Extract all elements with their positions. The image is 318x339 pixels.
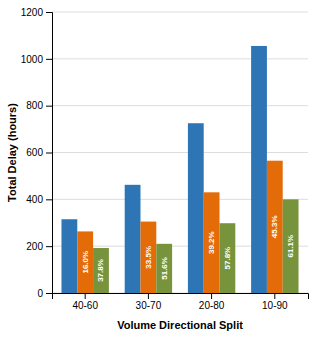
tick-mark	[46, 199, 52, 200]
tick-mark	[46, 293, 52, 294]
tick: 0	[37, 288, 52, 299]
tick-label: 800	[26, 100, 43, 111]
tick-label: 200	[26, 241, 43, 252]
bar	[77, 231, 93, 293]
bar	[251, 46, 267, 293]
tick-label: 30-70	[136, 300, 162, 311]
tick-mark	[46, 12, 52, 13]
tick-mark	[274, 293, 275, 299]
tick-mark	[46, 153, 52, 154]
series	[61, 46, 266, 293]
tick: 400	[26, 194, 52, 205]
x-axis: 40-60 30-70 20-80 10-90	[53, 293, 309, 311]
annotation: 39.2%	[207, 231, 216, 254]
annotation: 33.5%	[144, 246, 153, 269]
tick: 200	[26, 241, 52, 252]
grid	[52, 12, 308, 293]
axis-domain	[46, 13, 53, 294]
tick: 40-60	[72, 293, 98, 311]
grid-line	[52, 152, 308, 153]
grid-line	[52, 105, 308, 106]
tick: 1000	[21, 54, 52, 65]
tick-label: 10-90	[262, 300, 288, 311]
tick-label: 0	[37, 288, 43, 299]
tick-mark	[148, 293, 149, 299]
bar	[188, 123, 204, 293]
bar	[283, 199, 299, 293]
annotation: 61.1%	[286, 235, 295, 258]
bars	[61, 46, 298, 293]
annotation: 45.3%	[270, 216, 279, 239]
tick-mark	[46, 106, 52, 107]
bar	[220, 223, 236, 293]
bar	[204, 192, 220, 293]
tick-label: 1000	[21, 54, 44, 65]
annotation: 37.8%	[96, 259, 105, 282]
bar	[61, 219, 77, 293]
y-axis: 0 200 400 600 800 1000 1200	[21, 7, 53, 299]
tick-label: 600	[26, 147, 43, 158]
bar	[267, 161, 283, 293]
tick-mark	[211, 293, 212, 299]
bar	[125, 185, 141, 293]
tick: 1200	[21, 7, 52, 18]
x-axis-title: Volume Directional Split	[117, 319, 243, 331]
tick: 30-70	[136, 293, 162, 311]
annotation: 51.6%	[160, 257, 169, 280]
bar	[156, 244, 172, 293]
annotation: 16.0%	[81, 251, 90, 274]
bar	[140, 222, 156, 293]
series	[93, 199, 298, 293]
tick: 20-80	[199, 293, 225, 311]
axis-domain	[53, 294, 309, 300]
y-axis-title: Total Delay (hours)	[6, 103, 18, 202]
tick-mark	[46, 59, 52, 60]
plot: 0 200 400 600 800 1000 1200 16.0% 33.5% 39.2% 45.3…	[21, 7, 309, 311]
grid-line	[52, 12, 308, 13]
tick-mark	[85, 293, 86, 299]
tick: 600	[26, 147, 52, 158]
tick-label: 40-60	[72, 300, 98, 311]
tick-label: 400	[26, 194, 43, 205]
annotation: 57.8%	[223, 247, 232, 270]
tick: 10-90	[262, 293, 288, 311]
bar	[93, 248, 109, 293]
tick-mark	[46, 246, 52, 247]
tick: 800	[26, 100, 52, 111]
annotations: 16.0% 33.5% 39.2% 45.3% 37.8% 51.6% 57.8% 61.1%	[81, 216, 295, 282]
chart: 0 200 400 600 800 1000 1200 16.0% 33.5% 39.2% 45.3…	[0, 0, 318, 339]
series	[77, 161, 282, 293]
tick-label: 1200	[21, 7, 44, 18]
grid-line	[52, 58, 308, 59]
tick-label: 20-80	[199, 300, 225, 311]
